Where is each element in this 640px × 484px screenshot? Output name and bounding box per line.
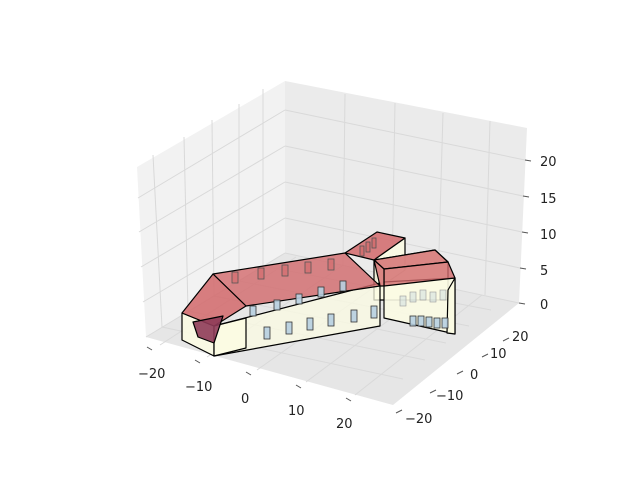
axis-panes [137, 81, 527, 405]
wing-window [359, 245, 365, 257]
rear-window [439, 289, 447, 301]
x-tick [295, 384, 302, 389]
window [317, 286, 325, 298]
y-tick-label: 10 [490, 347, 507, 362]
left-grid-line [137, 109, 286, 199]
dormer-window [281, 264, 289, 277]
z-tick-label: 20 [540, 155, 557, 170]
floor-grid-line [354, 294, 483, 396]
dormer-window [327, 258, 335, 271]
z-tick-label: 15 [540, 192, 557, 207]
y-tick [429, 389, 437, 394]
z-tick-label: 10 [540, 228, 557, 243]
x-tick-label: 0 [241, 392, 249, 407]
left-grid-line [211, 119, 215, 297]
x-tick-label: 10 [288, 404, 305, 419]
y-tick [395, 409, 403, 414]
back-grid-line [342, 93, 346, 267]
z-tick-label: 0 [540, 298, 548, 313]
x-tick [146, 346, 153, 351]
rear-window [409, 291, 417, 303]
window [409, 315, 417, 327]
window [370, 305, 378, 319]
window [295, 293, 303, 305]
window [417, 315, 425, 327]
valley-roof [373, 259, 385, 287]
y-tick-label: 20 [512, 330, 529, 345]
wing-window [365, 241, 371, 253]
z-tick [519, 267, 527, 270]
x-tick [245, 371, 252, 376]
window [249, 305, 257, 317]
z-tick-label: 5 [540, 264, 548, 279]
building-model [181, 231, 456, 357]
y-tick-label: −10 [436, 389, 463, 404]
rear-window [399, 295, 407, 307]
left-grid-line [183, 136, 189, 312]
rear-window [429, 291, 437, 303]
x-tick [345, 397, 352, 402]
wing-window [371, 237, 377, 249]
back-grid-line [284, 145, 524, 197]
z-tick [521, 231, 529, 234]
dormer-window [257, 267, 265, 280]
left-grid-line [138, 145, 286, 233]
y-tick-label: 0 [470, 368, 478, 383]
window [285, 321, 293, 335]
back-pane [285, 81, 527, 303]
front-lower-wall [213, 317, 247, 357]
window [425, 316, 433, 328]
back-grid-line [484, 120, 491, 296]
y-tick [456, 370, 464, 375]
y-tick-label: −20 [405, 412, 432, 427]
window [273, 299, 281, 311]
dormer-window [231, 271, 239, 284]
z-tick [522, 195, 530, 198]
y-tick [481, 353, 489, 358]
x-tick-label: 20 [336, 417, 353, 432]
x-tick-label: −10 [185, 380, 212, 395]
back-grid-line [284, 109, 526, 161]
window [433, 317, 441, 329]
x-tick [194, 359, 201, 364]
window [306, 317, 314, 331]
window [350, 309, 358, 323]
tick-marks [146, 159, 532, 414]
window [263, 326, 271, 340]
x-tick-label: −20 [138, 367, 165, 382]
z-tick [518, 302, 526, 305]
left-grid-line [152, 154, 163, 328]
dormer-window [304, 261, 312, 274]
rear-window [419, 289, 427, 301]
back-grid-line [284, 181, 523, 233]
window [339, 280, 347, 292]
y-tick [502, 337, 510, 342]
window [441, 317, 449, 329]
z-tick [524, 159, 532, 162]
window [327, 313, 335, 327]
hip-roof-dark [192, 315, 224, 344]
